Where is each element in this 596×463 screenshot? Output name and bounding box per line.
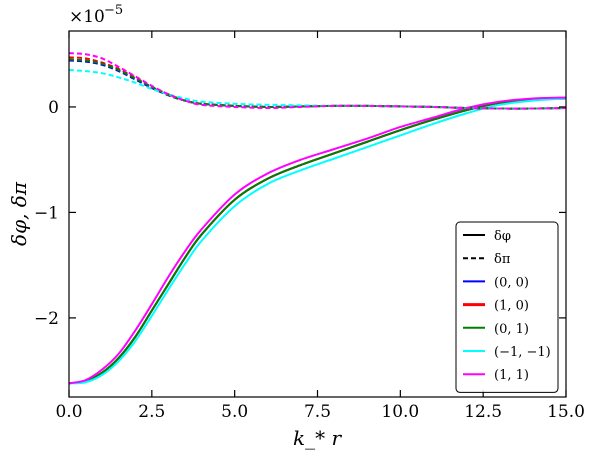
y-tick-label: −1	[34, 203, 59, 223]
y-tick-label: −2	[34, 309, 59, 329]
x-tick-label: 10.0	[381, 402, 419, 422]
legend-label: (0, 0)	[494, 275, 529, 290]
x-tick-label: 0.0	[55, 402, 82, 422]
legend-label: (0, 1)	[494, 322, 529, 337]
legend: δφ δπ (0, 0) (1, 0) (0, 1) (−1, −1) (1, 1)	[455, 221, 559, 393]
y-tick-label: 0	[48, 98, 59, 118]
legend-label: (−1, −1)	[494, 345, 551, 360]
y-multiplier-exponent: −5	[104, 3, 123, 18]
series-line	[69, 97, 566, 385]
series-line	[69, 52, 566, 110]
series-layer	[69, 52, 566, 385]
x-tick-label: 2.5	[138, 402, 165, 422]
series-line	[69, 97, 566, 385]
x-tick-label: 12.5	[464, 402, 502, 422]
x-tick-label: 5.0	[221, 402, 248, 422]
series-line	[69, 69, 566, 110]
x-tick-label: 15.0	[547, 402, 585, 422]
legend-label: δφ	[494, 229, 511, 244]
legend-label: (1, 0)	[494, 299, 529, 314]
y-multiplier: ×10	[69, 7, 105, 27]
axes-layer: 0.0 2.5 5.0 7.5 10.0 12.5 15.0 0 −1 −2	[34, 30, 585, 422]
legend-box	[455, 221, 559, 393]
series-line	[69, 58, 566, 110]
x-axis-label: k_* r	[293, 426, 342, 450]
legend-label: δπ	[494, 252, 511, 267]
y-axis-label: δφ, δπ	[7, 181, 31, 246]
legend-label: (1, 1)	[494, 368, 529, 383]
x-tick-label: 7.5	[304, 402, 331, 422]
